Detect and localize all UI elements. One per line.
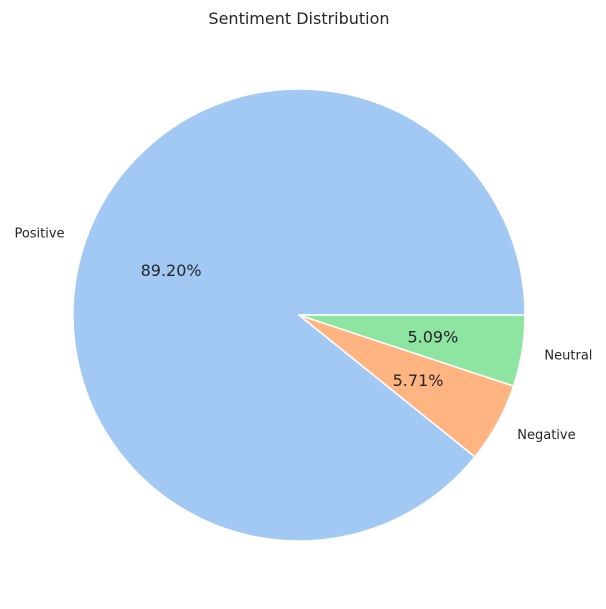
pie-slice-neutral (298, 314, 526, 387)
slice-label-positive: Positive (14, 226, 64, 241)
slice-pct-neutral: 5.09% (407, 328, 458, 347)
slice-pct-positive: 89.20% (141, 261, 202, 280)
slice-label-neutral: Neutral (544, 349, 592, 364)
slice-label-negative: Negative (517, 428, 575, 443)
chart-title: Sentiment Distribution (208, 9, 389, 28)
pie-slices (72, 88, 526, 542)
pie-labels: Positive 89.20% Negative 5.71% Neutral 5.09% (14, 226, 592, 443)
slice-pct-negative: 5.71% (393, 371, 444, 390)
